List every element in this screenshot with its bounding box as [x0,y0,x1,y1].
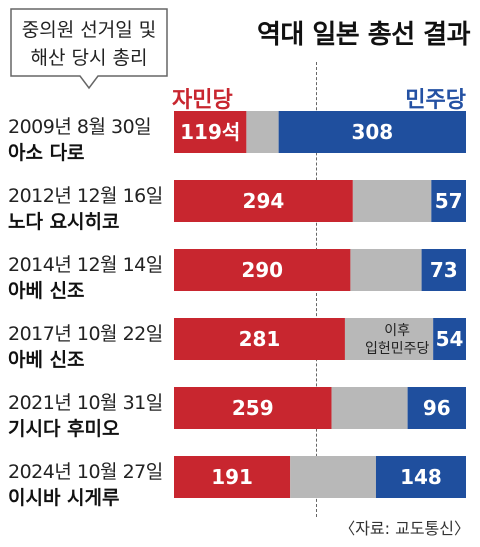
dpj-value-label: 73 [430,258,458,282]
bar-other [352,180,432,222]
row-prime-minister: 노다 요시히코 [8,211,120,233]
ldp-value-label: 281 [239,327,281,351]
bar-ldp [174,180,353,222]
row-date: 2012년 12월 16일 [8,185,163,207]
row-date: 2017년 10월 22일 [8,323,163,345]
bar-svg: 259 96 [174,387,466,429]
dpj-note-line: 이후 [384,323,410,339]
callout-line-2: 해산 당시 총리 [30,47,148,69]
bar-dpj [421,249,466,291]
bar-ldp [174,111,247,153]
dpj-note-line: 입헌민주당 [365,341,430,357]
bar-ldp [174,318,345,360]
callout-shape [10,8,168,90]
chart-title: 역대 일본 총선 결과 [256,20,471,50]
callout-line-1: 중의원 선거일 및 [21,19,157,41]
row-prime-minister: 기시다 후미오 [8,418,120,440]
bar-other [344,318,434,360]
bar-dpj [431,180,466,222]
row-prime-minister: 아소 다로 [8,142,85,164]
ldp-value-label: 290 [241,258,283,282]
bar-ldp [174,249,351,291]
dpj-value-label: 308 [351,120,393,144]
ldp-value-label: 259 [232,396,274,420]
row-date: 2014년 12월 14일 [8,254,163,276]
bar-svg: 290 73 [174,249,466,291]
bar-ldp [174,456,291,498]
legend-dpj: 민주당 [405,88,466,113]
bar-other [350,249,422,291]
dpj-value-label: 96 [423,396,451,420]
row-prime-minister: 이시바 시게루 [8,487,120,509]
callout-box: 중의원 선거일 및 해산 당시 총리 [10,8,168,90]
row-prime-minister: 아베 신조 [8,349,85,371]
ldp-value-label: 119석 [180,120,240,144]
source-note: 〈자료: 교도통신〉 [339,519,470,538]
bar-other [331,387,408,429]
ldp-value-label: 191 [211,465,253,489]
bar-dpj [407,387,466,429]
bar-svg: 191 148 [174,456,466,498]
row-date: 2024년 10월 27일 [8,461,163,483]
bar-other [290,456,376,498]
bar-dpj [375,456,466,498]
row-date: 2009년 8월 30일 [8,116,152,138]
row-prime-minister: 아베 신조 [8,280,85,302]
legend-ldp: 자민당 [172,88,233,113]
bar-ldp [174,387,332,429]
row-date: 2021년 10월 31일 [8,392,163,414]
bar-svg: 119석 308 [174,111,466,153]
bar-other [246,111,279,153]
dpj-value-label: 148 [400,465,442,489]
dpj-value-label: 54 [436,327,464,351]
ldp-value-label: 294 [243,189,285,213]
bar-dpj [433,318,466,360]
dpj-value-label: 57 [435,189,463,213]
bar-svg: 294 57 [174,180,466,222]
bar-dpj [278,111,466,153]
